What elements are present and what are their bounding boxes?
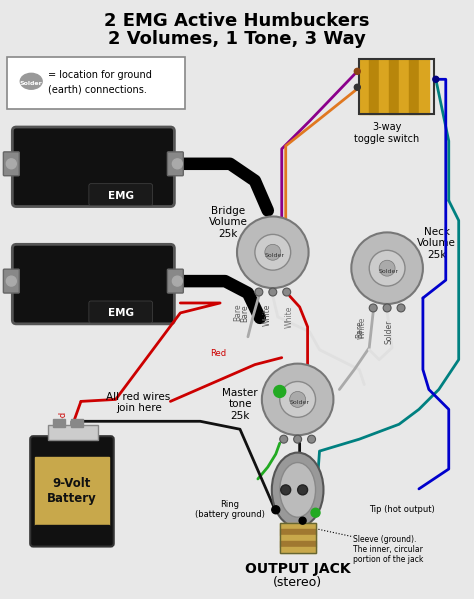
Circle shape <box>265 244 281 260</box>
Text: White: White <box>358 317 367 339</box>
Circle shape <box>6 159 16 169</box>
Text: Tip (hot output): Tip (hot output) <box>369 506 435 515</box>
Bar <box>35 457 109 525</box>
Circle shape <box>272 506 280 514</box>
Bar <box>359 59 369 114</box>
Text: Solder: Solder <box>265 253 285 258</box>
Text: Solder: Solder <box>384 320 393 344</box>
Bar <box>280 529 316 535</box>
Text: All red wires
join here: All red wires join here <box>107 392 171 413</box>
Bar <box>280 546 316 552</box>
Text: Red: Red <box>210 349 226 358</box>
Circle shape <box>6 276 16 286</box>
FancyBboxPatch shape <box>12 127 174 207</box>
Text: 9-Volt
Battery: 9-Volt Battery <box>47 477 97 505</box>
Text: Bridge
Volume
25k: Bridge Volume 25k <box>209 206 247 239</box>
Circle shape <box>383 304 391 312</box>
Circle shape <box>280 435 288 443</box>
Text: Bare: Bare <box>234 303 243 320</box>
FancyBboxPatch shape <box>30 436 114 546</box>
FancyBboxPatch shape <box>3 152 19 176</box>
Text: (stereo): (stereo) <box>273 576 322 589</box>
Text: Solder: Solder <box>379 269 399 274</box>
Text: 3-way
toggle switch: 3-way toggle switch <box>354 122 419 144</box>
Bar <box>409 59 419 114</box>
Text: Neck
Volume
25k: Neck Volume 25k <box>418 227 456 260</box>
Circle shape <box>290 392 306 407</box>
Bar <box>389 59 399 114</box>
Circle shape <box>308 435 316 443</box>
Text: Master
tone
25k: Master tone 25k <box>222 388 258 421</box>
FancyBboxPatch shape <box>3 269 19 293</box>
Text: White: White <box>262 304 271 326</box>
Bar <box>280 535 316 540</box>
Bar <box>280 540 316 546</box>
Ellipse shape <box>272 453 323 527</box>
Circle shape <box>397 304 405 312</box>
Text: White: White <box>285 305 294 328</box>
Circle shape <box>294 435 301 443</box>
Circle shape <box>269 288 277 296</box>
Bar <box>280 523 316 529</box>
Circle shape <box>262 364 333 435</box>
Text: Solder: Solder <box>290 400 310 405</box>
FancyBboxPatch shape <box>12 244 174 324</box>
Circle shape <box>369 250 405 286</box>
Circle shape <box>283 288 291 296</box>
Text: Sleeve (ground).
The inner, circular
portion of the jack: Sleeve (ground). The inner, circular por… <box>353 535 424 564</box>
Circle shape <box>351 232 423 304</box>
Text: 2 EMG Active Humbuckers: 2 EMG Active Humbuckers <box>104 12 370 30</box>
Text: Bare: Bare <box>355 320 364 337</box>
Text: = location for ground: = location for ground <box>48 70 152 80</box>
Text: EMG: EMG <box>108 190 134 201</box>
Circle shape <box>173 276 182 286</box>
Text: Ring
(battery ground): Ring (battery ground) <box>195 500 265 519</box>
Circle shape <box>255 234 291 270</box>
Circle shape <box>379 260 395 276</box>
Bar <box>71 419 83 427</box>
Text: OUTPUT JACK: OUTPUT JACK <box>245 562 350 576</box>
Circle shape <box>354 68 360 74</box>
Circle shape <box>299 517 306 524</box>
Bar <box>399 59 409 114</box>
Bar <box>419 59 429 114</box>
FancyBboxPatch shape <box>89 184 153 205</box>
Bar <box>379 59 389 114</box>
Circle shape <box>298 485 308 495</box>
Bar <box>53 419 65 427</box>
Bar <box>369 59 379 114</box>
Circle shape <box>280 382 316 418</box>
Text: (earth) connections.: (earth) connections. <box>48 84 147 94</box>
Circle shape <box>354 84 360 90</box>
FancyBboxPatch shape <box>8 58 185 109</box>
Circle shape <box>311 509 320 517</box>
Circle shape <box>274 386 286 397</box>
Circle shape <box>369 304 377 312</box>
FancyBboxPatch shape <box>167 269 183 293</box>
Bar <box>280 523 316 552</box>
Text: Bare: Bare <box>240 304 249 322</box>
Text: Red: Red <box>58 412 67 427</box>
Ellipse shape <box>20 73 42 89</box>
Circle shape <box>237 216 309 288</box>
Text: 2 Volumes, 1 Tone, 3 Way: 2 Volumes, 1 Tone, 3 Way <box>108 29 366 47</box>
Circle shape <box>173 159 182 169</box>
Bar <box>48 425 98 440</box>
Circle shape <box>433 76 439 82</box>
Bar <box>359 59 434 114</box>
Text: EMG: EMG <box>108 308 134 318</box>
Bar <box>35 525 109 541</box>
Text: Solder: Solder <box>20 81 43 86</box>
Circle shape <box>255 288 263 296</box>
FancyBboxPatch shape <box>167 152 183 176</box>
Ellipse shape <box>280 462 316 517</box>
Circle shape <box>281 485 291 495</box>
FancyBboxPatch shape <box>89 301 153 323</box>
